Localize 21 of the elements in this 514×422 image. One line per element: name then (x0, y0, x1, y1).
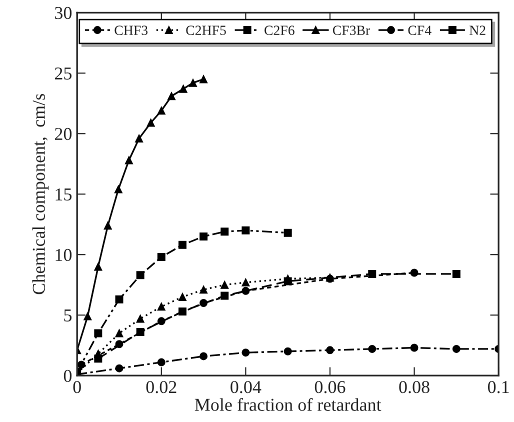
x-tick-label: 0.08 (399, 380, 430, 394)
x-tick-label: 0.04 (230, 380, 262, 394)
x-tick-label: 0.1 (488, 380, 509, 394)
y-tick-label: 30 (55, 6, 72, 20)
legend-label: CF3Br (332, 26, 370, 36)
legend-label: C2HF5 (186, 26, 226, 36)
y-tick-label: 10 (56, 248, 72, 262)
x-tick-label: 0.06 (314, 380, 346, 394)
y-tick-label: 15 (56, 188, 72, 201)
y-axis-title: Chemical component, cm/s (32, 94, 49, 294)
x-axis-title: Mole fraction of retardant (194, 398, 382, 411)
y-tick-label: 20 (54, 128, 72, 140)
y-tick-label: 5 (64, 310, 72, 322)
legend-label: CHF3 (114, 26, 148, 36)
legend-label: N2 (470, 26, 486, 35)
x-tick-label: 0.02 (146, 380, 176, 394)
legend-label: CF4 (408, 26, 432, 36)
x-tick-label: 0 (73, 380, 81, 394)
legend-label: C2F6 (264, 26, 294, 36)
y-tick-label: 0 (64, 370, 72, 382)
y-tick-label: 25 (54, 67, 72, 80)
